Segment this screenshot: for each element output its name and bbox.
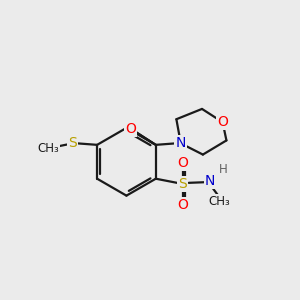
- Text: N: N: [176, 136, 186, 150]
- Text: S: S: [68, 136, 76, 150]
- Text: O: O: [177, 156, 188, 170]
- Text: N: N: [205, 174, 215, 188]
- Text: O: O: [125, 122, 136, 136]
- Text: O: O: [217, 115, 228, 129]
- Text: H: H: [219, 164, 228, 176]
- Text: CH₃: CH₃: [37, 142, 59, 155]
- Text: S: S: [178, 177, 187, 191]
- Text: O: O: [177, 198, 188, 212]
- Text: CH₃: CH₃: [208, 195, 230, 208]
